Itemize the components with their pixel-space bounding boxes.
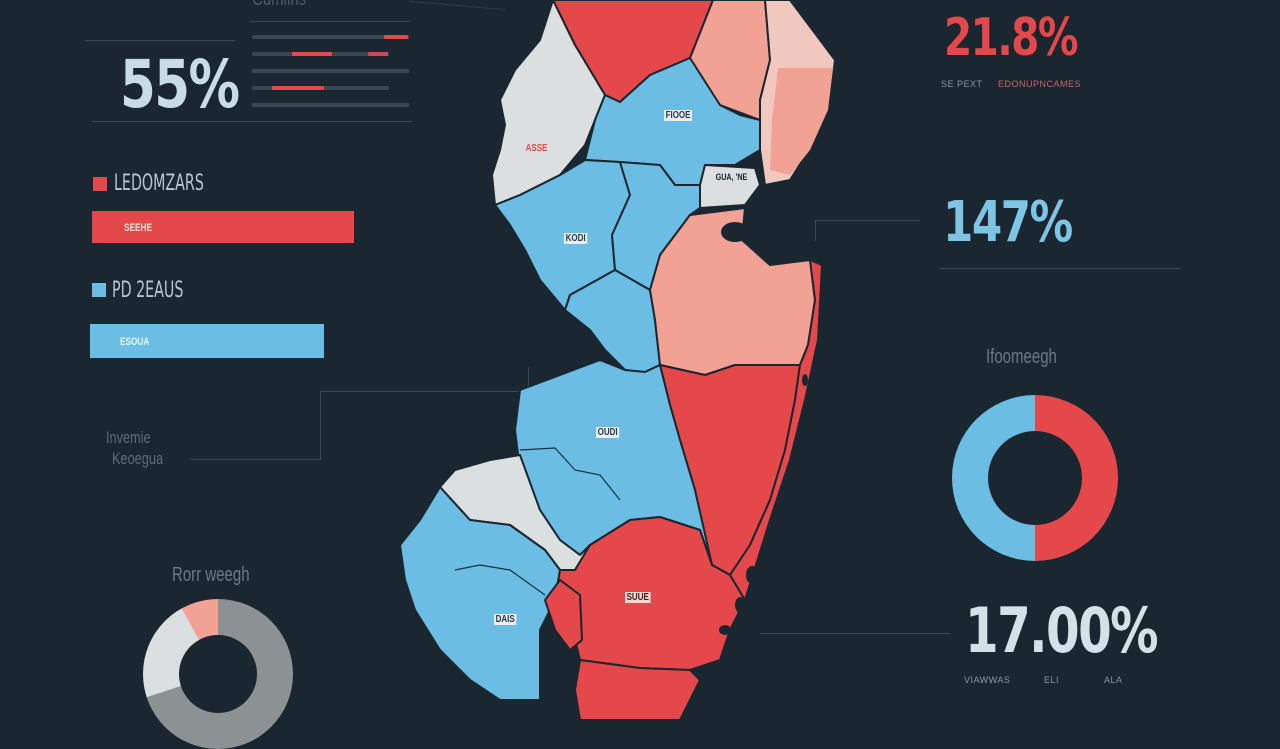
kpi-21-8-percent: 21.8%	[944, 8, 1078, 68]
leader-line	[815, 220, 920, 221]
leader-line	[528, 367, 529, 392]
map-label-central-blue: KODI	[564, 233, 588, 244]
map-label-north-blue: FIOOE	[664, 110, 693, 121]
divider	[940, 268, 1180, 269]
donut-title: Rorr weegh	[172, 564, 250, 586]
header-label: Cumiins	[252, 0, 306, 11]
callout-line1: Invemie	[106, 428, 151, 447]
kpi-sub-a: VIAWWAS	[964, 675, 1011, 685]
county-south-blue-west	[399, 486, 561, 701]
coastline	[729, 259, 823, 601]
leader-line	[190, 459, 321, 460]
legend-label-red: LEDOMZARS	[114, 171, 204, 196]
legend-swatch-red	[93, 177, 107, 191]
kpi-55-percent: 55%	[120, 46, 240, 123]
leader-line	[320, 391, 321, 460]
county-northeast-pink	[770, 68, 833, 175]
bar-red-label: SEEHE	[124, 222, 152, 234]
kpi-sub-b: ELI	[1044, 675, 1060, 685]
kpi-sub-c: ALA	[1104, 675, 1123, 685]
kpi-147-percent: 147%	[943, 190, 1073, 255]
leader-line	[760, 633, 950, 634]
divider	[250, 21, 410, 22]
county-cape-red	[574, 659, 701, 720]
map-label-south-blue-west: DAIS	[494, 614, 517, 625]
callout-line2: Keoegua	[112, 449, 164, 468]
donut-chart	[952, 395, 1118, 561]
kpi-sub-left: SE PEXT	[941, 79, 983, 89]
map-label-south-blue-center: OUDI	[596, 427, 620, 438]
bar-blue-label: ESOUA	[120, 336, 150, 348]
bar-blue	[90, 324, 324, 358]
map-label-northeast-gray: GUA, 'NE	[714, 172, 749, 182]
bar-red	[92, 211, 354, 243]
donut-title: Ifoomeegh	[986, 346, 1057, 368]
divider	[85, 40, 235, 41]
map-label-south-red: SUUE	[625, 592, 651, 603]
legend-swatch-blue	[92, 283, 106, 297]
kpi-17-percent: 17.00%	[965, 594, 1159, 667]
map-label-northwest-white: ASSE	[525, 143, 548, 154]
leader-line	[815, 220, 816, 241]
kpi-sub-right: EDONUPNCAMES	[998, 79, 1082, 89]
divider	[92, 121, 412, 122]
legend-label-blue: PD 2EAUS	[112, 278, 184, 303]
leader-line	[320, 391, 529, 392]
county-south-red-small	[544, 579, 583, 651]
